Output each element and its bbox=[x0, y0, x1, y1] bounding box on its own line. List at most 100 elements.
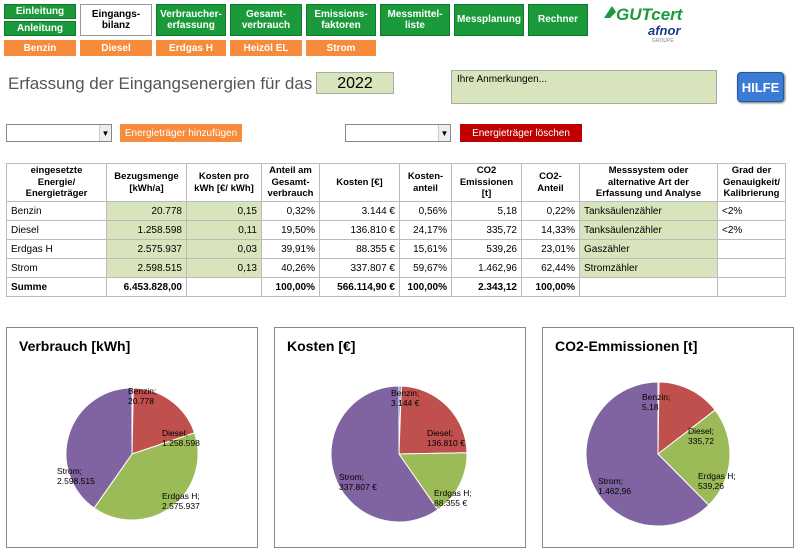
table-header: Anteil am Gesamt-verbrauch bbox=[261, 163, 320, 202]
nav-verbrauchererfassung[interactable]: Verbraucher- erfassung bbox=[156, 4, 226, 36]
cell-accuracy[interactable] bbox=[717, 258, 786, 278]
cell-cost-share: 15,61% bbox=[399, 239, 452, 259]
cell-meter[interactable]: Tanksäulenzähler bbox=[579, 220, 718, 240]
energy-table: eingesetzte Energie/ Energieträger Bezug… bbox=[6, 163, 786, 297]
cell-sum-cost: 566.114,90 € bbox=[319, 277, 400, 297]
cell-cost: 3.144 € bbox=[319, 201, 400, 221]
table-row: Strom 2.598.515 0,13 40,26% 337.807 € 59… bbox=[6, 258, 786, 278]
cell-sum-cost-share: 100,00% bbox=[399, 277, 452, 297]
nav-messmittelliste[interactable]: Messmittel- liste bbox=[380, 4, 450, 36]
table-row: Diesel 1.258.598 0,11 19,50% 136.810 € 2… bbox=[6, 220, 786, 240]
pie-label-strom: Strom; 2.598.515 bbox=[57, 466, 95, 486]
delete-energy-button[interactable]: Energieträger löschen bbox=[460, 124, 582, 142]
nav-emissionsfaktoren[interactable]: Emissions- faktoren bbox=[306, 4, 376, 36]
pie-label-strom: Strom; 1.462,96 bbox=[598, 476, 631, 496]
chart-verbrauch: Verbrauch [kWh] Benzin; 20.778 Diesel; 1.25… bbox=[6, 327, 258, 548]
cell-energy: Strom bbox=[6, 258, 107, 278]
cell-quantity[interactable]: 1.258.598 bbox=[106, 220, 187, 240]
sum-row: Summe 6.453.828,00 100,00% 566.114,90 € … bbox=[6, 277, 786, 297]
table-header: Kosten-anteil bbox=[399, 163, 452, 202]
cell-co2-share: 0,22% bbox=[521, 201, 580, 221]
cell-meter[interactable]: Tanksäulenzähler bbox=[579, 201, 718, 221]
cell-accuracy[interactable] bbox=[717, 239, 786, 259]
nav-messplanung[interactable]: Messplanung bbox=[454, 4, 524, 36]
pie-chart: Benzin; 20.778 Diesel; 1.258.598 Erdgas H; 2.… bbox=[57, 386, 200, 521]
table-row: Erdgas H 2.575.937 0,03 39,91% 88.355 € … bbox=[6, 239, 786, 259]
cell-cost: 337.807 € bbox=[319, 258, 400, 278]
table-row: Benzin 20.778 0,15 0,32% 3.144 € 0,56% 5… bbox=[6, 201, 786, 221]
cell-co2-share: 23,01% bbox=[521, 239, 580, 259]
pie-slice-diesel bbox=[131, 387, 196, 455]
cell-accuracy[interactable]: <2% bbox=[717, 201, 786, 221]
chevron-down-icon: ▼ bbox=[438, 125, 450, 141]
cell-energy: Diesel bbox=[6, 220, 107, 240]
year-input[interactable]: 2022 bbox=[316, 72, 394, 94]
chart-title: Kosten [€] bbox=[287, 338, 356, 354]
cell-co2: 539,26 bbox=[451, 239, 522, 259]
cell-quantity[interactable]: 2.575.937 bbox=[106, 239, 187, 259]
pie-label-benzin: Benzin; 5,18 bbox=[642, 392, 670, 412]
cell-sum-quantity: 6.453.828,00 bbox=[106, 277, 187, 297]
cell-sum-label: Summe bbox=[6, 277, 107, 297]
nav-eingangsbilanz[interactable]: Eingangs- bilanz bbox=[80, 4, 152, 36]
subnav-erdgas-h[interactable]: Erdgas H bbox=[156, 40, 226, 56]
pie-label-diesel: Diesel; 1.258.598 bbox=[162, 428, 200, 448]
pie-slice-erdgas-h bbox=[657, 409, 731, 506]
pie-label-diesel: Diesel; 335,72 bbox=[688, 426, 714, 446]
add-energy-button[interactable]: Energieträger hinzufügen bbox=[120, 124, 242, 142]
cell-price[interactable]: 0,03 bbox=[186, 239, 262, 259]
hilfe-button[interactable]: HILFE bbox=[737, 72, 784, 102]
pie-slice-diesel bbox=[657, 381, 716, 456]
subnav-strom[interactable]: Strom bbox=[306, 40, 376, 56]
cell-meter[interactable]: Gaszähler bbox=[579, 239, 718, 259]
nav-anleitung[interactable]: Anleitung bbox=[4, 21, 76, 36]
cell-energy: Benzin bbox=[6, 201, 107, 221]
pie-label-benzin: Benzin; 20.778 bbox=[128, 386, 156, 406]
cell-quantity[interactable]: 20.778 bbox=[106, 201, 187, 221]
cell-sum-accuracy bbox=[717, 277, 786, 297]
cell-co2-share: 14,33% bbox=[521, 220, 580, 240]
cell-accuracy[interactable]: <2% bbox=[717, 220, 786, 240]
cell-share: 19,50% bbox=[261, 220, 320, 240]
table-header: CO2-Anteil bbox=[521, 163, 580, 202]
cell-co2: 1.462,96 bbox=[451, 258, 522, 278]
energy-select-add[interactable]: ▼ bbox=[6, 124, 112, 142]
nav-gesamtverbrauch[interactable]: Gesamt- verbrauch bbox=[230, 4, 302, 36]
chart-kosten: Kosten [€] Benzin; 3.144 € Diesel; 136.810 … bbox=[274, 327, 526, 548]
chevron-down-icon: ▼ bbox=[99, 125, 111, 141]
cell-sum-price bbox=[186, 277, 262, 297]
cell-price[interactable]: 0,11 bbox=[186, 220, 262, 240]
remarks-field[interactable]: Ihre Anmerkungen... bbox=[451, 70, 717, 104]
chart-co2: CO2-Emmissionen [t] Benzin; 5,18 Diesel; 33… bbox=[542, 327, 794, 548]
table-header: Messsystem oder alternative Art der Erfa… bbox=[579, 163, 718, 202]
subnav-diesel[interactable]: Diesel bbox=[80, 40, 152, 56]
table-header: Bezugsmenge [kWh/a] bbox=[106, 163, 187, 202]
subnav-benzin[interactable]: Benzin bbox=[4, 40, 76, 56]
nav-einleitung[interactable]: Einleitung bbox=[4, 4, 76, 19]
svg-text:GROUPE: GROUPE bbox=[652, 38, 674, 44]
svg-text:GUTcert: GUTcert bbox=[616, 5, 684, 24]
table-header: CO2 Emissionen [t] bbox=[451, 163, 522, 202]
cell-co2: 335,72 bbox=[451, 220, 522, 240]
pie-slice-erdgas-h bbox=[398, 452, 468, 511]
cell-cost-share: 24,17% bbox=[399, 220, 452, 240]
cell-price[interactable]: 0,15 bbox=[186, 201, 262, 221]
nav-rechner[interactable]: Rechner bbox=[528, 4, 588, 36]
cell-quantity[interactable]: 2.598.515 bbox=[106, 258, 187, 278]
cell-share: 39,91% bbox=[261, 239, 320, 259]
cell-sum-share: 100,00% bbox=[261, 277, 320, 297]
chart-title: Verbrauch [kWh] bbox=[19, 338, 131, 354]
energy-select-delete[interactable]: ▼ bbox=[345, 124, 451, 142]
cell-meter[interactable]: Stromzähler bbox=[579, 258, 718, 278]
cell-co2: 5,18 bbox=[451, 201, 522, 221]
cell-price[interactable]: 0,13 bbox=[186, 258, 262, 278]
pie-label-diesel: Diesel; 136.810 € bbox=[427, 428, 465, 448]
pie-label-strom: Strom; 337.807 € bbox=[339, 472, 377, 492]
cell-sum-co2-share: 100,00% bbox=[521, 277, 580, 297]
pie-label-benzin: Benzin; 3.144 € bbox=[391, 388, 420, 408]
cell-sum-co2: 2.343,12 bbox=[451, 277, 522, 297]
cell-share: 0,32% bbox=[261, 201, 320, 221]
cell-cost-share: 59,67% bbox=[399, 258, 452, 278]
subnav-heizoel-el[interactable]: Heizöl EL bbox=[230, 40, 302, 56]
cell-sum-meter bbox=[579, 277, 718, 297]
